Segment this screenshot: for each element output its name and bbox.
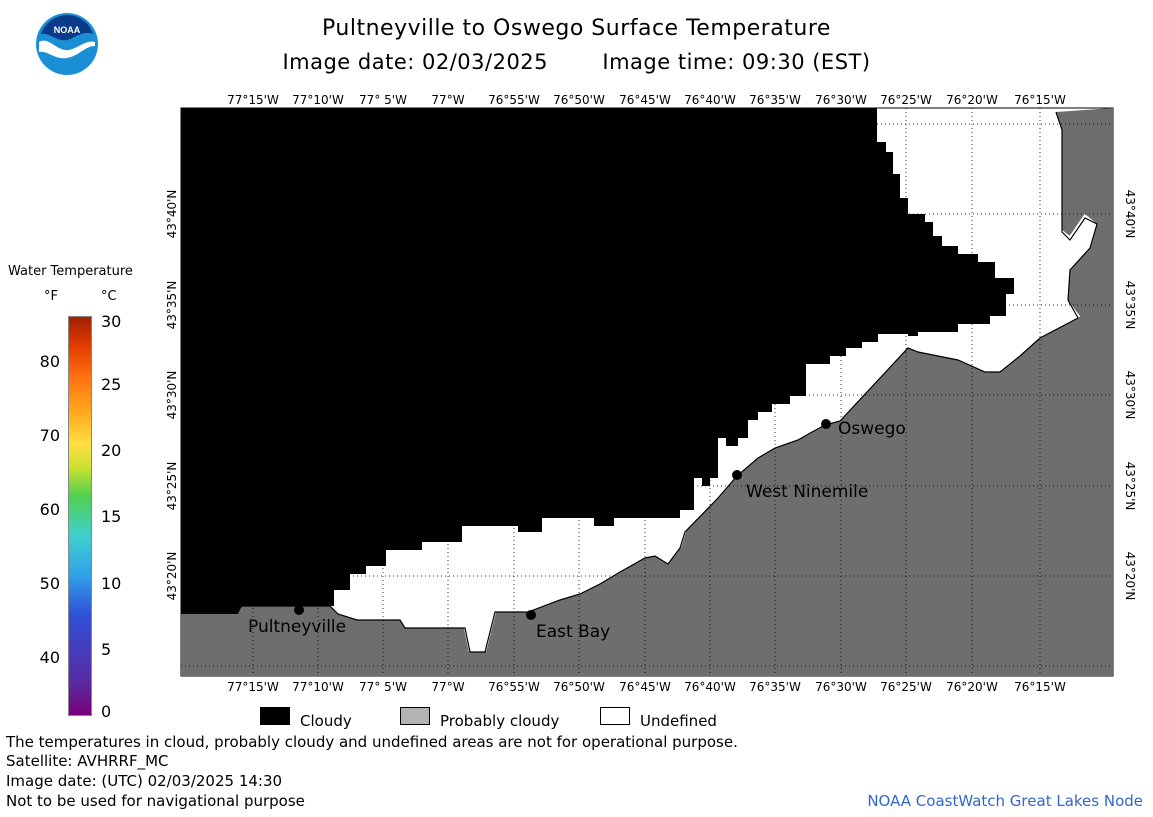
lon-label-bottom: 76°55'W — [488, 680, 540, 694]
colorbar-c-tick: 30 — [101, 312, 122, 331]
colorbar-f-tick: 50 — [39, 574, 60, 593]
colorbar-f-tick: 70 — [39, 426, 60, 445]
colorbar-c-tick: 5 — [101, 640, 112, 659]
footer-navigation-note: Not to be used for navigational purpose — [6, 792, 305, 810]
lon-label-top: 77° 5'W — [359, 93, 407, 107]
lat-label-right: 43°35'N — [1123, 281, 1137, 330]
lat-label-left: 43°35'N — [165, 281, 179, 330]
lon-label-bottom: 76°35'W — [749, 680, 801, 694]
lon-label-top: 76°30'W — [815, 93, 867, 107]
footer-satellite: Satellite: AVHRRF_MC — [6, 752, 169, 770]
noaa-logo-text: NOAA — [54, 25, 81, 35]
lat-label-right: 43°40'N — [1123, 190, 1137, 239]
legend-swatch-probably-cloudy — [400, 707, 430, 725]
place-markers: Oswego West Ninemile Pultneyville East B… — [248, 419, 906, 642]
colorbar-f-tick: 60 — [39, 500, 60, 519]
lon-label-top: 77°15'W — [227, 93, 279, 107]
lon-label-top: 77°W — [431, 93, 464, 107]
lat-label-left: 43°30'N — [165, 371, 179, 420]
lon-label-bottom: 77° 5'W — [359, 680, 407, 694]
legend-title: Water Temperature — [8, 264, 133, 279]
colorbar-f-tick: 80 — [39, 352, 60, 371]
oswego-marker — [821, 419, 831, 429]
map-title: Pultneyville to Oswego Surface Temperatu… — [322, 16, 831, 41]
unit-celsius: °C — [101, 289, 117, 304]
lon-label-bottom: 76°30'W — [815, 680, 867, 694]
place-label-east-bay: East Bay — [536, 622, 610, 642]
lon-label-bottom: 76°40'W — [684, 680, 736, 694]
colorbar-f-tick: 40 — [39, 648, 60, 667]
colorbar-c-tick: 20 — [101, 441, 122, 460]
lon-label-top: 76°50'W — [553, 93, 605, 107]
legend-swatch-cloudy — [260, 707, 290, 725]
image-date: Image date: 02/03/2025 — [282, 50, 549, 74]
lat-label-left: 43°40'N — [165, 190, 179, 239]
colorbar-c-tick: 15 — [101, 507, 122, 526]
footer-disclaimer: The temperatures in cloud, probably clou… — [6, 733, 738, 751]
lon-label-bottom: 76°45'W — [619, 680, 671, 694]
colorbar-c-tick: 0 — [101, 702, 112, 721]
lon-label-top: 77°10'W — [292, 93, 344, 107]
colorbar-c-tick: 25 — [101, 375, 122, 394]
footer-utc-date: Image date: (UTC) 02/03/2025 14:30 — [6, 772, 283, 790]
lat-label-left: 43°20'N — [165, 552, 179, 601]
place-label-west-ninemile: West Ninemile — [746, 482, 868, 502]
lat-label-right: 43°25'N — [1123, 462, 1137, 511]
legend-label-probably-cloudy: Probably cloudy — [440, 712, 560, 730]
cloud-area — [181, 108, 1014, 614]
map-subtitle: Image date: 02/03/2025 Image time: 09:30… — [0, 50, 1153, 74]
unit-fahrenheit: °F — [44, 289, 58, 304]
lon-label-top: 76°45'W — [619, 93, 671, 107]
land-area — [181, 108, 1113, 676]
place-label-oswego: Oswego — [838, 419, 906, 439]
west-ninemile-marker — [732, 470, 742, 480]
lon-label-top: 76°40'W — [684, 93, 736, 107]
legend-label-cloudy: Cloudy — [300, 712, 352, 730]
lon-label-bottom: 76°15'W — [1014, 680, 1066, 694]
pultneyville-marker — [294, 605, 304, 615]
place-label-pultneyville: Pultneyville — [248, 617, 346, 637]
graticule — [181, 108, 1113, 676]
lat-label-right: 43°30'N — [1123, 371, 1137, 420]
footer-credit: NOAA CoastWatch Great Lakes Node — [867, 792, 1143, 810]
lon-label-bottom: 76°20'W — [946, 680, 998, 694]
lon-label-top: 76°35'W — [749, 93, 801, 107]
image-time: Image time: 09:30 (EST) — [602, 50, 871, 74]
lon-label-top: 76°15'W — [1014, 93, 1066, 107]
lon-label-bottom: 76°50'W — [553, 680, 605, 694]
east-bay-marker — [526, 610, 536, 620]
legend-label-undefined: Undefined — [640, 712, 717, 730]
lon-label-top: 76°55'W — [488, 93, 540, 107]
lon-label-top: 76°25'W — [880, 93, 932, 107]
lat-label-left: 43°25'N — [165, 462, 179, 511]
temperature-colorbar — [68, 316, 92, 716]
lat-label-right: 43°20'N — [1123, 552, 1137, 601]
legend-swatch-undefined — [600, 707, 630, 725]
lon-label-bottom: 77°W — [431, 680, 464, 694]
colorbar-c-tick: 10 — [101, 574, 122, 593]
lon-label-bottom: 77°15'W — [227, 680, 279, 694]
noaa-logo-icon: NOAA — [36, 13, 98, 75]
lon-label-bottom: 76°25'W — [880, 680, 932, 694]
lon-label-top: 76°20'W — [946, 93, 998, 107]
lon-label-bottom: 77°10'W — [292, 680, 344, 694]
